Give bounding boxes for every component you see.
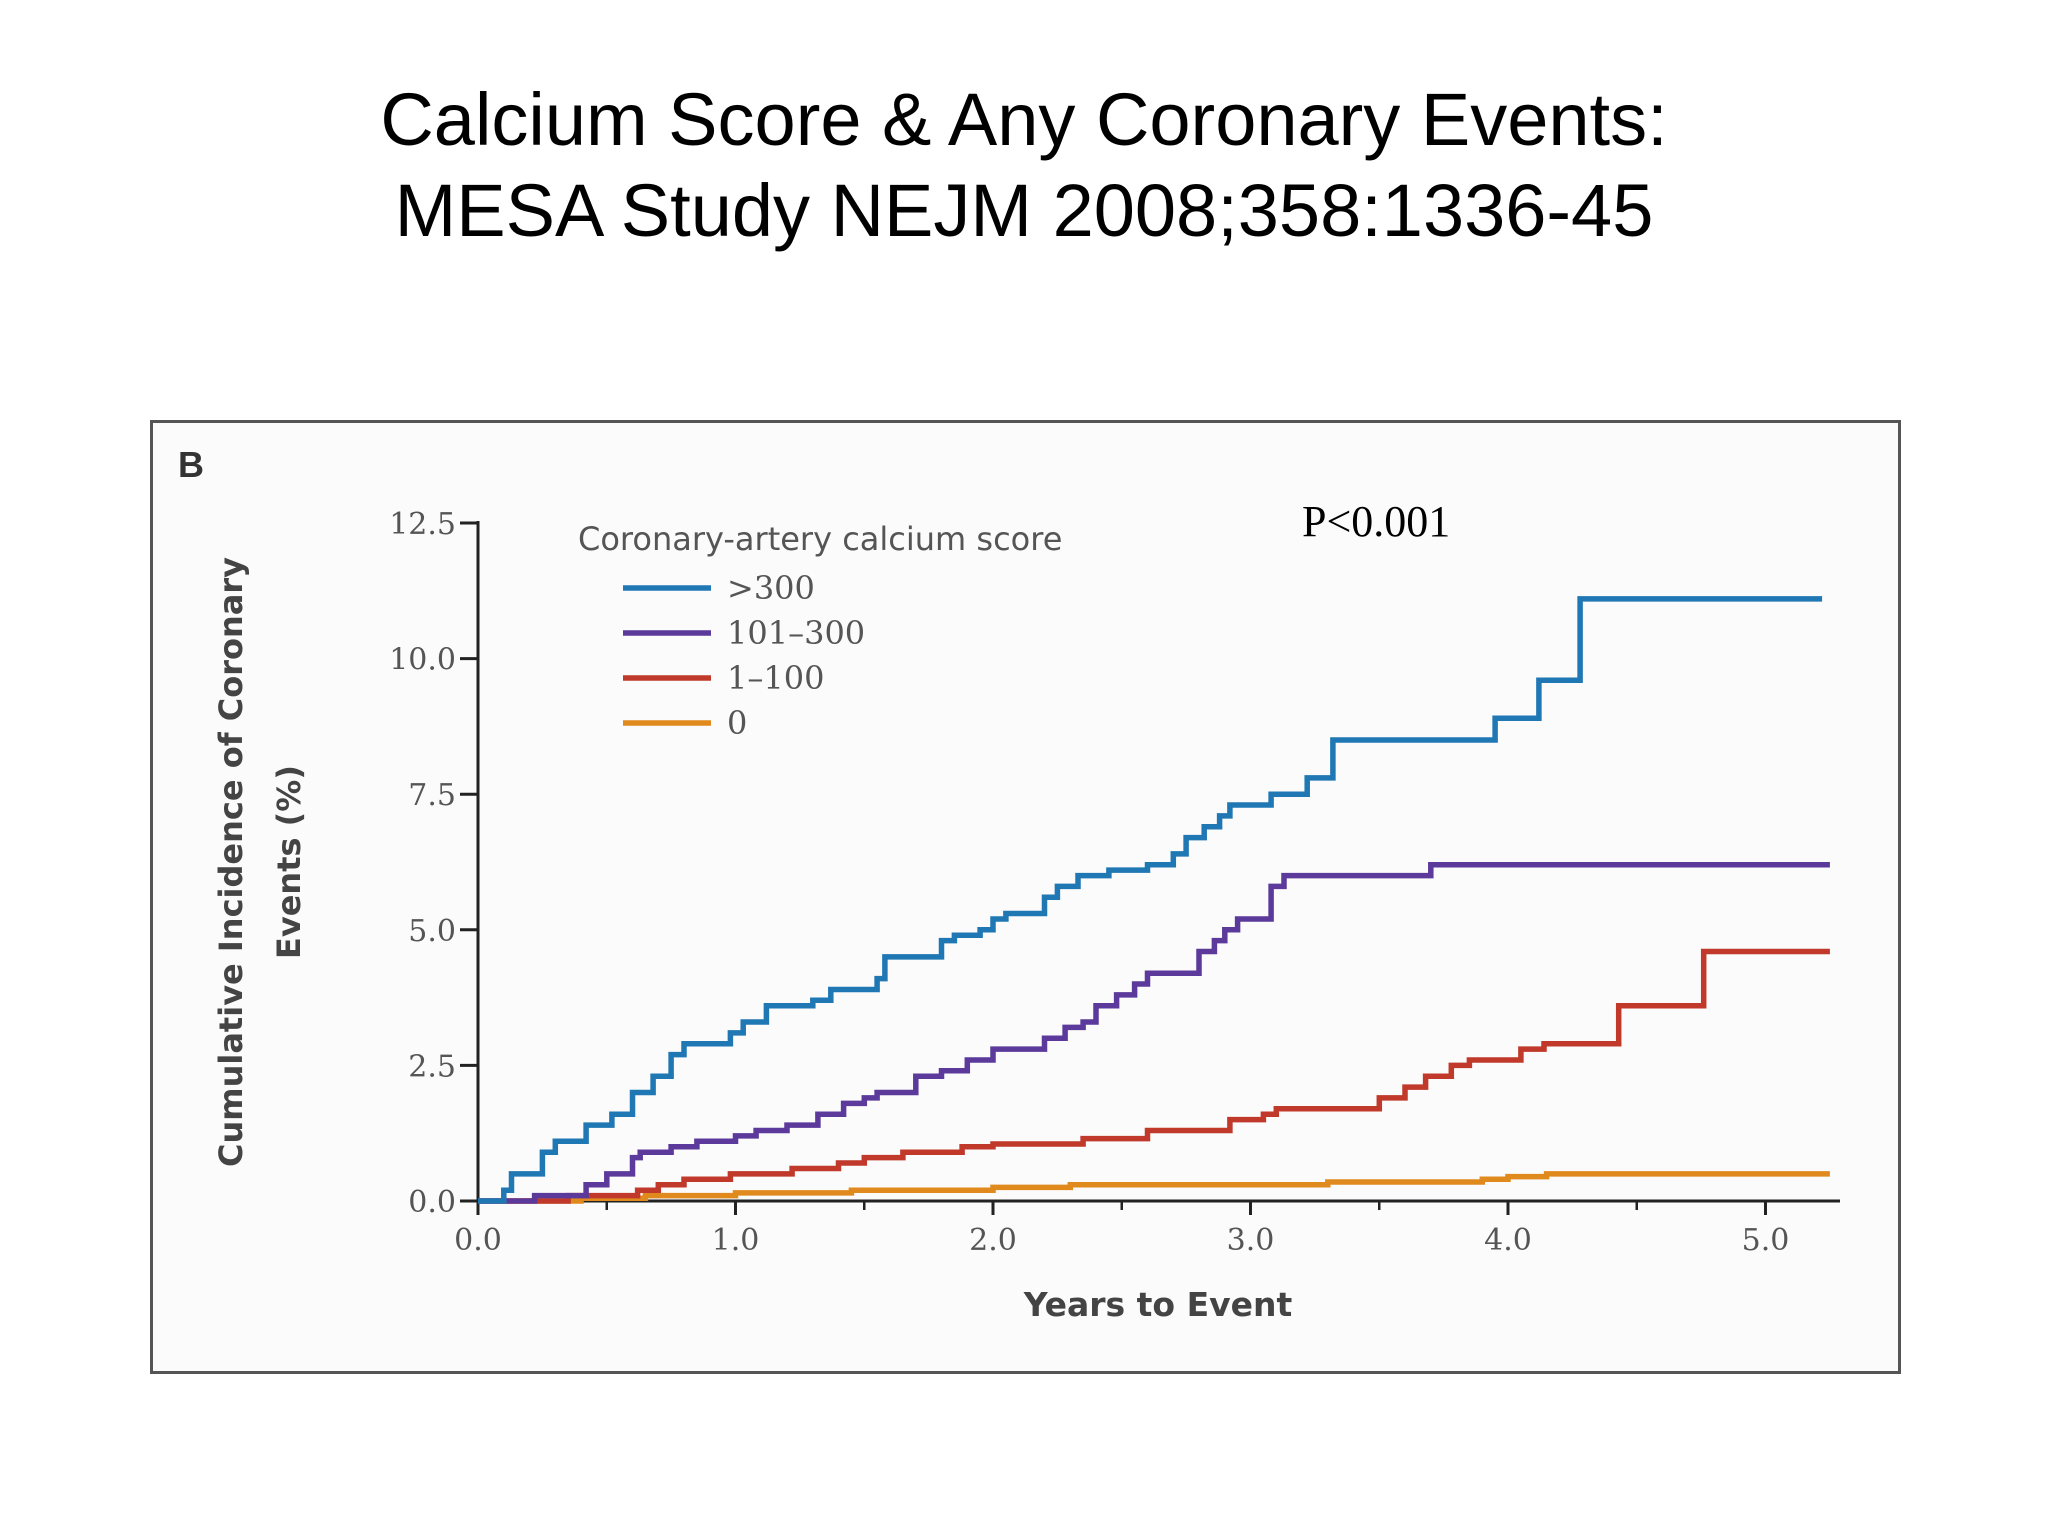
y-tick-label: 0.0 (408, 1185, 456, 1220)
series-line (478, 861, 1830, 1204)
x-tick-label: 2.0 (969, 1223, 1017, 1258)
y-axis-label-line-2: Events (%) (270, 765, 308, 959)
legend-entry-label: 1–100 (727, 659, 824, 697)
p-value-annotation: P<0.001 (1302, 497, 1450, 546)
x-tick-label: 4.0 (1484, 1223, 1532, 1258)
slide-title-line-2: MESA Study NEJM 2008;358:1336-45 (394, 169, 1654, 252)
legend-entry-label: >300 (727, 569, 815, 607)
y-tick-label: 5.0 (408, 914, 456, 949)
y-tick-label: 2.5 (408, 1049, 456, 1084)
slide-title-line-1: Calcium Score & Any Coronary Events: (380, 78, 1668, 161)
y-tick-label: 10.0 (389, 643, 456, 678)
figure-frame (150, 420, 1901, 1374)
series-line (478, 948, 1830, 1204)
y-tick-label: 12.5 (389, 507, 456, 542)
x-axis-label: Years to Event (1023, 1285, 1293, 1324)
y-axis-label-line-1: Cumulative Incidence of Coronary (212, 557, 250, 1167)
y-tick-label: 7.5 (408, 778, 456, 813)
x-tick-label: 3.0 (1227, 1223, 1275, 1258)
series-line (478, 1171, 1830, 1204)
x-tick-label: 1.0 (712, 1223, 760, 1258)
legend-entry-label: 101–300 (727, 614, 865, 652)
panel-label: B (178, 444, 204, 485)
series-line (478, 596, 1823, 1204)
x-tick-label: 5.0 (1742, 1223, 1790, 1258)
slide-title: Calcium Score & Any Coronary Events: MES… (0, 74, 2048, 256)
legend-entry-label: 0 (727, 704, 747, 742)
x-tick-label: 0.0 (454, 1223, 502, 1258)
legend-title: Coronary-artery calcium score (578, 520, 1062, 558)
